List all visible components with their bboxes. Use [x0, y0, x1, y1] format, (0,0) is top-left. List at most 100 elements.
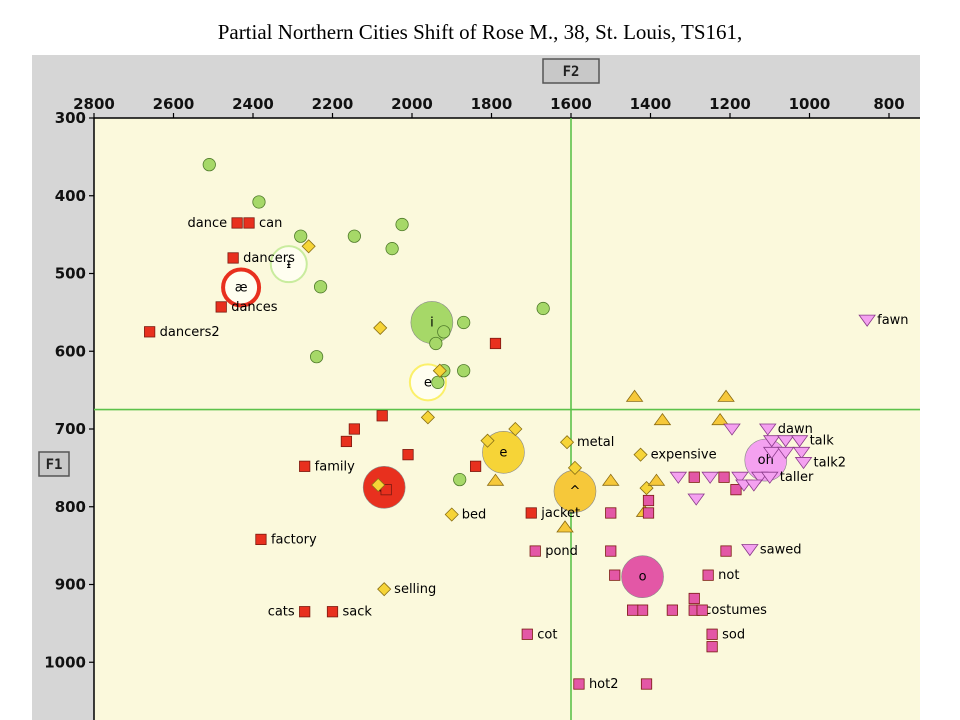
data-point: [431, 375, 445, 389]
data-point: [202, 158, 216, 172]
data-point: [348, 423, 360, 435]
y-tick-label: 600: [55, 342, 86, 360]
data-point: [627, 604, 639, 616]
data-point: [760, 471, 779, 484]
word-label: factory: [271, 532, 317, 547]
data-point: [858, 314, 876, 327]
data-point: [790, 435, 809, 448]
x-axis-title: F2: [563, 64, 580, 80]
y-axis-title-box: [38, 451, 70, 477]
data-point: [529, 545, 541, 557]
data-point: [469, 460, 482, 472]
x-tick-label: 1800: [471, 95, 513, 113]
data-point: [559, 435, 575, 450]
data-point: [525, 507, 537, 519]
data-point: [508, 421, 523, 437]
data-point: [294, 229, 308, 243]
x-tick-label: 2600: [153, 95, 195, 113]
mean-symbol: i: [430, 315, 434, 330]
data-point: [717, 389, 735, 402]
data-point: [688, 471, 700, 483]
y-tick-label: 400: [55, 187, 86, 205]
x-tick-label: 2400: [232, 95, 274, 113]
mean-symbol: ᵻ: [286, 257, 291, 272]
data-point: [380, 484, 392, 496]
word-label: dawn: [778, 422, 813, 437]
data-point: [420, 410, 435, 425]
data-point: [215, 301, 227, 313]
x-tick-label: 1200: [709, 95, 751, 113]
data-point: [486, 473, 505, 486]
data-point: [745, 479, 763, 492]
data-point: [762, 446, 781, 460]
data-point: [792, 446, 811, 460]
data-point: [762, 435, 781, 448]
data-point: [377, 582, 392, 597]
y-axis-title: F1: [46, 457, 63, 473]
series-o: pond not costumes sod cot hot2: [521, 471, 767, 692]
data-point: [301, 239, 316, 254]
word-label: jacket: [540, 506, 580, 521]
data-point: [776, 446, 795, 460]
y-tick-label: 900: [55, 576, 86, 594]
data-point: [340, 435, 353, 448]
data-point: [252, 195, 266, 209]
vowel-scatter-chart: 2800 2600 2400 2200 2000 1800 1600 1400 1200 1000…: [38, 58, 920, 720]
word-label: costumes: [704, 603, 767, 618]
data-point: [489, 337, 502, 350]
data-point: [432, 363, 447, 378]
data-point: [573, 678, 585, 690]
data-point: [723, 423, 741, 436]
y-tick-label: 300: [55, 109, 86, 127]
vowel-mean-ᵻ: ᵻ: [269, 245, 308, 284]
word-label: dancers2: [160, 325, 220, 340]
data-point: [601, 473, 620, 486]
series-e: metal expensive bed selling: [301, 239, 717, 597]
word-label: family: [315, 459, 355, 474]
data-point: [444, 507, 459, 522]
data-point: [696, 604, 708, 616]
word-label: talk: [810, 434, 835, 449]
x-tick-label: 1600: [550, 95, 592, 113]
data-point: [326, 606, 339, 618]
data-point: [313, 280, 328, 294]
x-tick-label: 2800: [73, 95, 115, 113]
data-point: [521, 628, 533, 640]
y-tick-label: 1000: [44, 653, 86, 671]
vowel-mean-o: o: [621, 555, 664, 599]
mean-symbol: ^: [570, 484, 581, 499]
plot-area: [94, 118, 920, 720]
data-point: [625, 389, 644, 402]
mean-symbol: e: [424, 375, 432, 390]
vowel-mean-æ: æ: [221, 267, 262, 308]
data-point: [702, 569, 714, 581]
data-point: [687, 493, 705, 506]
data-point: [642, 507, 655, 519]
series-wedge: [486, 389, 735, 533]
word-label: sack: [343, 605, 373, 620]
data-point: [402, 449, 414, 461]
data-point: [741, 544, 759, 557]
data-point: [309, 350, 324, 364]
word-label: bed: [462, 508, 487, 523]
data-point: [636, 604, 649, 616]
data-point: [437, 325, 451, 339]
y-tick-label: 500: [55, 265, 86, 283]
data-point: [480, 433, 495, 448]
data-point: [457, 315, 471, 330]
data-point: [701, 471, 719, 484]
data-point: [243, 217, 255, 229]
word-label: can: [259, 216, 282, 231]
x-tick-label: 1000: [789, 95, 831, 113]
y-tick-label: 700: [55, 420, 86, 438]
data-point: [720, 545, 732, 557]
data-point: [653, 412, 672, 426]
data-point: [794, 457, 813, 470]
data-point: [633, 447, 648, 462]
data-point: [605, 545, 617, 557]
data-point: [669, 471, 688, 484]
word-label: cot: [537, 627, 557, 642]
x-tick-label: 2000: [391, 95, 433, 113]
data-point: [706, 628, 718, 640]
vowel-mean-^: ^: [553, 469, 597, 513]
